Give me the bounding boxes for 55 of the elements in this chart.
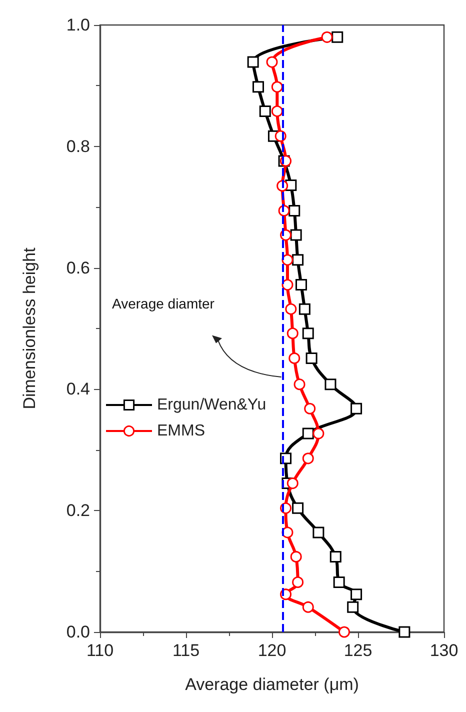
y-tick-label: 0.4	[66, 380, 90, 399]
point	[288, 204, 300, 216]
point	[266, 56, 278, 68]
point	[398, 626, 410, 638]
point	[295, 279, 307, 291]
legend-label: Ergun/Wen&Yu	[157, 396, 266, 414]
point	[306, 352, 318, 364]
point	[332, 31, 344, 43]
point	[290, 550, 302, 562]
point	[294, 378, 306, 390]
y-tick-label: 0.8	[66, 136, 90, 156]
point	[292, 576, 304, 588]
point	[252, 81, 264, 93]
point	[347, 601, 359, 613]
y-tick-label: 0.6	[66, 258, 90, 278]
point	[292, 254, 304, 266]
y-tick-label: 0.0	[66, 622, 90, 642]
point	[302, 601, 314, 613]
point	[304, 402, 316, 414]
point	[302, 428, 314, 440]
x-tick-label: 120	[258, 641, 286, 660]
point	[282, 254, 294, 266]
point	[259, 105, 271, 117]
point	[302, 452, 314, 464]
point	[286, 328, 298, 340]
point	[290, 229, 302, 241]
point	[333, 576, 345, 588]
x-tick-label: 130	[430, 641, 458, 660]
point	[350, 402, 362, 414]
x-tick-label: 115	[172, 641, 200, 660]
point	[321, 31, 333, 43]
y-tick-label: 1.0	[66, 16, 90, 34]
point	[298, 303, 310, 315]
x-tick-label: 125	[344, 641, 372, 660]
x-axis-title: Average diameter (μm)	[185, 675, 359, 694]
point	[324, 378, 336, 390]
annotation: Average diamter	[112, 295, 215, 312]
point	[282, 279, 294, 291]
y-axis-title: Dimensionless height	[20, 247, 39, 410]
point	[330, 550, 342, 562]
point	[350, 588, 362, 600]
point	[312, 428, 324, 440]
point	[288, 352, 300, 364]
point	[271, 81, 283, 93]
point	[338, 626, 350, 638]
x-tick-label: 110	[86, 641, 114, 660]
y-tick-label: 0.2	[66, 501, 90, 520]
point	[286, 478, 298, 490]
point	[247, 56, 259, 68]
point	[271, 105, 283, 117]
point	[312, 526, 324, 538]
legend-label: EMMS	[157, 422, 205, 440]
point	[302, 328, 314, 340]
point	[292, 502, 304, 514]
point	[285, 303, 297, 315]
